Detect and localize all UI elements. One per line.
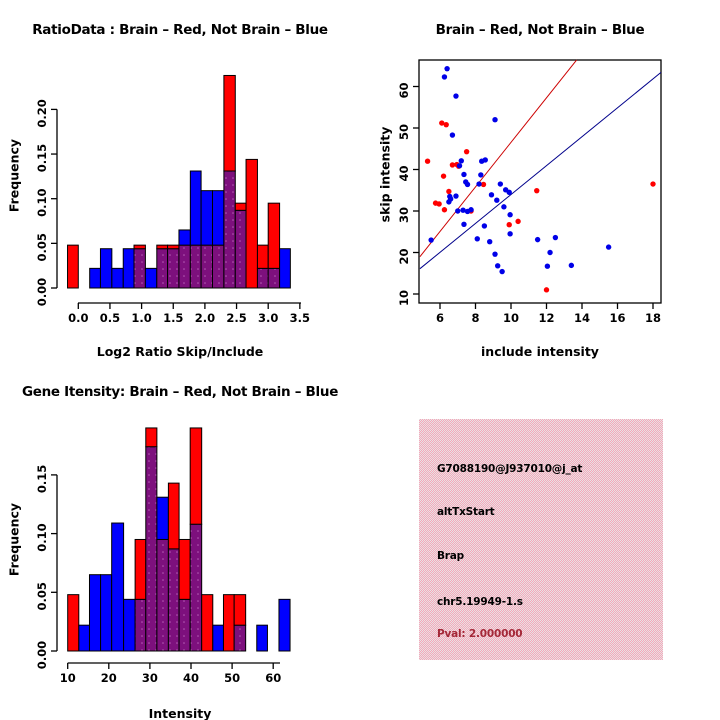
svg-text:2.0: 2.0 (195, 311, 215, 325)
ratio-histogram-xlabel: Log2 Ratio Skip/Include (96, 344, 264, 359)
svg-text:0.0: 0.0 (68, 311, 88, 325)
svg-text:0.00: 0.00 (35, 641, 49, 669)
svg-text:0.05: 0.05 (35, 582, 49, 610)
ratio-histogram-title: RatioData : Brain – Red, Not Brain – Blu… (32, 22, 328, 38)
svg-text:16: 16 (609, 311, 625, 325)
svg-text:0.10: 0.10 (35, 523, 49, 551)
svg-text:20: 20 (397, 248, 411, 264)
intensity-scatter-plot: 6 8 10 12 14 16 18 10 20 30 40 50 60 (397, 59, 662, 325)
gene-name-text: Brap (437, 550, 464, 562)
ratio-histogram-plot: 0.00 0.05 0.10 0.15 0.20 0.0 0.5 1.0 1.5 2.0 2.5 3.… (35, 74, 310, 325)
svg-text:1.0: 1.0 (131, 311, 151, 325)
svg-text:14: 14 (574, 311, 590, 325)
gene-histogram-xlabel: Intensity (148, 706, 212, 720)
event-type-text: altTxStart (437, 506, 495, 518)
svg-text:50: 50 (397, 124, 411, 140)
svg-text:1.5: 1.5 (163, 311, 183, 325)
svg-text:10: 10 (397, 290, 411, 306)
svg-text:0.00: 0.00 (35, 278, 49, 306)
panel-gene-histogram: 0.00 0.05 0.10 0.15 10 20 30 40 50 60 Gene Itensi… (0, 360, 360, 720)
svg-text:2.5: 2.5 (226, 311, 246, 325)
svg-text:10: 10 (503, 311, 519, 325)
svg-text:6: 6 (436, 311, 444, 325)
gene-histogram-ylabel: Frequency (6, 502, 22, 577)
intensity-scatter-title: Brain – Red, Not Brain – Blue (435, 22, 645, 38)
svg-text:60: 60 (397, 82, 411, 98)
svg-text:50: 50 (224, 671, 240, 685)
panel-intensity-scatter: 6 8 10 12 14 16 18 10 20 30 40 50 60 Brain – Red, No… (360, 0, 720, 360)
panel-ratio-histogram: 0.00 0.05 0.10 0.15 0.20 0.0 0.5 1.0 1.5 2.0 2.5 3.… (0, 0, 360, 360)
intensity-scatter-xlabel: include intensity (481, 344, 599, 359)
panel-info: G7088190@J937010@j_at altTxStart Brap ch… (360, 360, 720, 720)
pval-text: Pval: 2.000000 (437, 628, 523, 640)
svg-text:60: 60 (265, 671, 281, 685)
svg-text:18: 18 (645, 311, 661, 325)
probe-id-text: G7088190@J937010@j_at (437, 463, 583, 475)
svg-text:0.20: 0.20 (35, 99, 49, 127)
svg-text:0.10: 0.10 (35, 189, 49, 217)
svg-text:12: 12 (538, 311, 554, 325)
svg-text:0.05: 0.05 (35, 233, 49, 261)
info-box: G7088190@J937010@j_at altTxStart Brap ch… (419, 419, 663, 660)
gene-histogram-title: Gene Itensity: Brain – Red, Not Brain – … (21, 384, 339, 400)
svg-text:30: 30 (397, 207, 411, 223)
svg-text:20: 20 (101, 671, 117, 685)
svg-text:10: 10 (60, 671, 76, 685)
svg-text:0.5: 0.5 (100, 311, 120, 325)
svg-text:8: 8 (471, 311, 479, 325)
svg-text:0.15: 0.15 (35, 465, 49, 493)
svg-text:3.0: 3.0 (258, 311, 278, 325)
location-text: chr5.19949-1.s (437, 596, 523, 608)
svg-text:40: 40 (183, 671, 199, 685)
ratio-histogram-ylabel: Frequency (6, 138, 22, 213)
intensity-scatter-ylabel: skip intensity (377, 126, 393, 223)
svg-text:30: 30 (142, 671, 158, 685)
svg-text:0.15: 0.15 (35, 144, 49, 172)
svg-text:3.5: 3.5 (290, 311, 310, 325)
svg-text:40: 40 (397, 165, 411, 181)
gene-histogram-plot: 0.00 0.05 0.10 0.15 10 20 30 40 50 60 (35, 427, 291, 685)
